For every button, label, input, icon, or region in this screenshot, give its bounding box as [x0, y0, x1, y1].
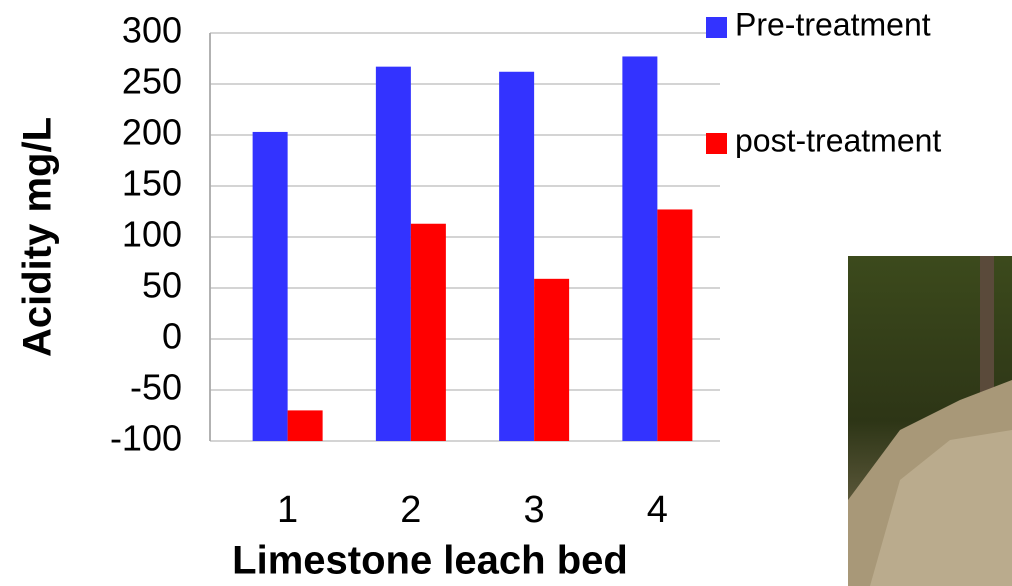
- y-tick-label: 0: [162, 316, 182, 357]
- x-axis-title: Limestone leach bed: [232, 539, 628, 583]
- legend-label: Pre-treatment: [735, 6, 931, 42]
- legend-label: post-treatment: [735, 122, 941, 158]
- y-tick-label: 300: [122, 10, 182, 51]
- photo: [848, 256, 1012, 586]
- y-tick-label: 50: [142, 265, 182, 306]
- x-tick-label: 2: [400, 489, 421, 531]
- y-tick-label: 250: [122, 61, 182, 102]
- y-tick-label: 100: [122, 214, 182, 255]
- x-tick-label: 1: [277, 489, 298, 531]
- x-tick-label: 4: [647, 489, 668, 531]
- y-tick-label: 200: [122, 112, 182, 153]
- bar: [622, 56, 658, 442]
- x-tick-label: 3: [524, 489, 545, 531]
- legend-swatch: [706, 133, 727, 154]
- y-tick-label: -50: [130, 367, 182, 408]
- legend-swatch: [706, 17, 727, 38]
- y-tick-label: 150: [122, 163, 182, 204]
- bar: [287, 410, 323, 441]
- bar: [657, 209, 693, 441]
- bar: [410, 223, 446, 441]
- bar: [252, 131, 288, 441]
- bar: [534, 278, 570, 441]
- bar: [499, 71, 535, 441]
- bar: [375, 66, 411, 441]
- y-axis-title: Acidity mg/L: [16, 117, 60, 357]
- y-tick-label: -100: [110, 418, 182, 459]
